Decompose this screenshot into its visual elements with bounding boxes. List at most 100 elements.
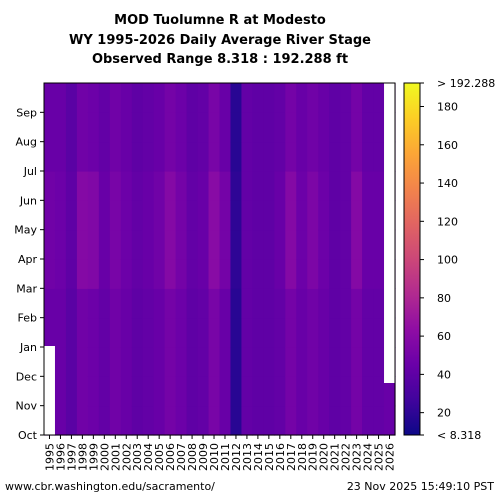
heatmap-cell xyxy=(186,171,199,201)
heatmap-cell xyxy=(186,288,199,319)
heatmap-cell xyxy=(65,200,78,231)
heatmap-cell xyxy=(54,112,67,143)
heatmap-cell xyxy=(285,200,297,231)
heatmap-cell xyxy=(274,405,286,436)
heatmap-cell xyxy=(241,317,254,348)
heatmap-cell xyxy=(307,171,319,201)
heatmap-cell xyxy=(340,288,352,319)
heatmap-cell xyxy=(197,229,210,260)
heatmap-cell xyxy=(263,83,275,113)
heatmap-cell xyxy=(285,112,297,143)
heatmap-cell xyxy=(54,259,67,289)
heatmap-cell xyxy=(120,141,133,172)
heatmap-cell xyxy=(76,405,89,436)
heatmap-cell xyxy=(98,288,111,319)
heatmap-cell xyxy=(241,112,254,143)
heatmap-cell xyxy=(318,141,330,172)
heatmap-cell xyxy=(362,200,374,231)
x-tick-label: 2000 xyxy=(98,443,111,471)
heatmap-cell xyxy=(307,83,319,113)
heatmap-cell xyxy=(252,376,264,407)
heatmap-cell xyxy=(208,317,221,348)
heatmap-cell xyxy=(98,259,111,289)
y-tick-label: Mar xyxy=(16,282,37,295)
colorbar-tick-label: 20 xyxy=(437,407,451,420)
heatmap-cell xyxy=(252,141,264,172)
heatmap-cell xyxy=(263,376,275,407)
heatmap-cell xyxy=(186,405,199,436)
colorbar-max-label: > 192.288 xyxy=(437,77,495,90)
heatmap-cell xyxy=(65,259,78,289)
heatmap-cell xyxy=(65,317,78,348)
y-tick-label: Jun xyxy=(19,194,37,207)
heatmap-cell xyxy=(98,347,111,377)
heatmap-cell xyxy=(274,317,286,348)
heatmap-cell xyxy=(65,288,78,319)
heatmap-cell xyxy=(329,112,341,143)
x-tick-label: 2001 xyxy=(109,443,122,471)
heatmap-cell xyxy=(98,200,111,231)
heatmap-cell xyxy=(351,288,363,319)
heatmap-cell xyxy=(208,141,221,172)
heatmap-cell xyxy=(373,200,385,231)
heatmap-cell xyxy=(263,112,275,143)
heatmap-cell xyxy=(219,171,232,201)
heatmap-cell xyxy=(252,83,264,113)
heatmap-cell xyxy=(87,317,100,348)
colorbar-tick-label: 100 xyxy=(437,254,458,267)
heatmap-cell xyxy=(131,141,144,172)
heatmap-cell xyxy=(230,171,243,201)
heatmap-cell xyxy=(329,171,341,201)
heatmap-cell xyxy=(263,141,275,172)
heatmap-cell xyxy=(362,229,374,260)
heatmap-cell xyxy=(197,200,210,231)
heatmap-cell xyxy=(296,347,308,377)
heatmap-cell xyxy=(340,200,352,231)
heatmap-cell xyxy=(373,171,385,201)
heatmap-cell xyxy=(351,259,363,289)
heatmap-cell xyxy=(120,347,133,377)
heatmap-cell xyxy=(109,347,122,377)
colorbar: 20 40 60 80 100 120 140 160 180 < 8.318 > 192.288 xyxy=(403,77,495,442)
heatmap-cell xyxy=(208,112,221,143)
heatmap-cell xyxy=(318,288,330,319)
heatmap-cell xyxy=(230,141,243,172)
chart-title-line-2: WY 1995-2026 Daily Average River Stage xyxy=(69,33,371,48)
heatmap-cell xyxy=(318,347,330,377)
x-tick-label: 2005 xyxy=(153,443,166,471)
x-tick-label: 1998 xyxy=(76,443,89,471)
heatmap-cell xyxy=(296,405,308,436)
x-axis: 1995199619971998199920002001200220032004… xyxy=(43,435,397,471)
y-tick-label: Feb xyxy=(18,312,37,325)
heatmap-cell xyxy=(120,376,133,407)
heatmap-cell xyxy=(186,259,199,289)
heatmap-cell xyxy=(197,171,210,201)
x-tick-label: 2021 xyxy=(329,443,342,471)
heatmap-cell xyxy=(131,288,144,319)
heatmap-cell xyxy=(219,141,232,172)
heatmap-cell xyxy=(230,259,243,289)
heatmap-cell xyxy=(362,376,374,407)
heatmap-cell xyxy=(65,376,78,407)
heatmap-cell xyxy=(153,141,166,172)
heatmap-cell xyxy=(230,112,243,143)
heatmap-cell xyxy=(142,83,155,113)
heatmap-cell xyxy=(98,229,111,260)
heatmap-cell xyxy=(373,229,385,260)
heatmap-cell xyxy=(230,317,243,348)
x-tick-label: 2010 xyxy=(208,443,221,471)
heatmap-cell xyxy=(373,376,385,407)
heatmap-cell xyxy=(274,171,286,201)
heatmap-cell xyxy=(329,405,341,436)
heatmap-cell xyxy=(373,259,385,289)
x-tick-label: 2024 xyxy=(362,443,375,471)
x-tick-label: 2013 xyxy=(241,443,254,471)
chart-title-line-1: MOD Tuolumne R at Modesto xyxy=(114,13,326,28)
heatmap-cell xyxy=(252,288,264,319)
heatmap-cell xyxy=(175,376,188,407)
heatmap-cell xyxy=(44,112,56,143)
heatmap-cell xyxy=(340,141,352,172)
heatmap-cell xyxy=(219,405,232,436)
heatmap-cell xyxy=(54,347,67,377)
heatmap-cell xyxy=(252,112,264,143)
